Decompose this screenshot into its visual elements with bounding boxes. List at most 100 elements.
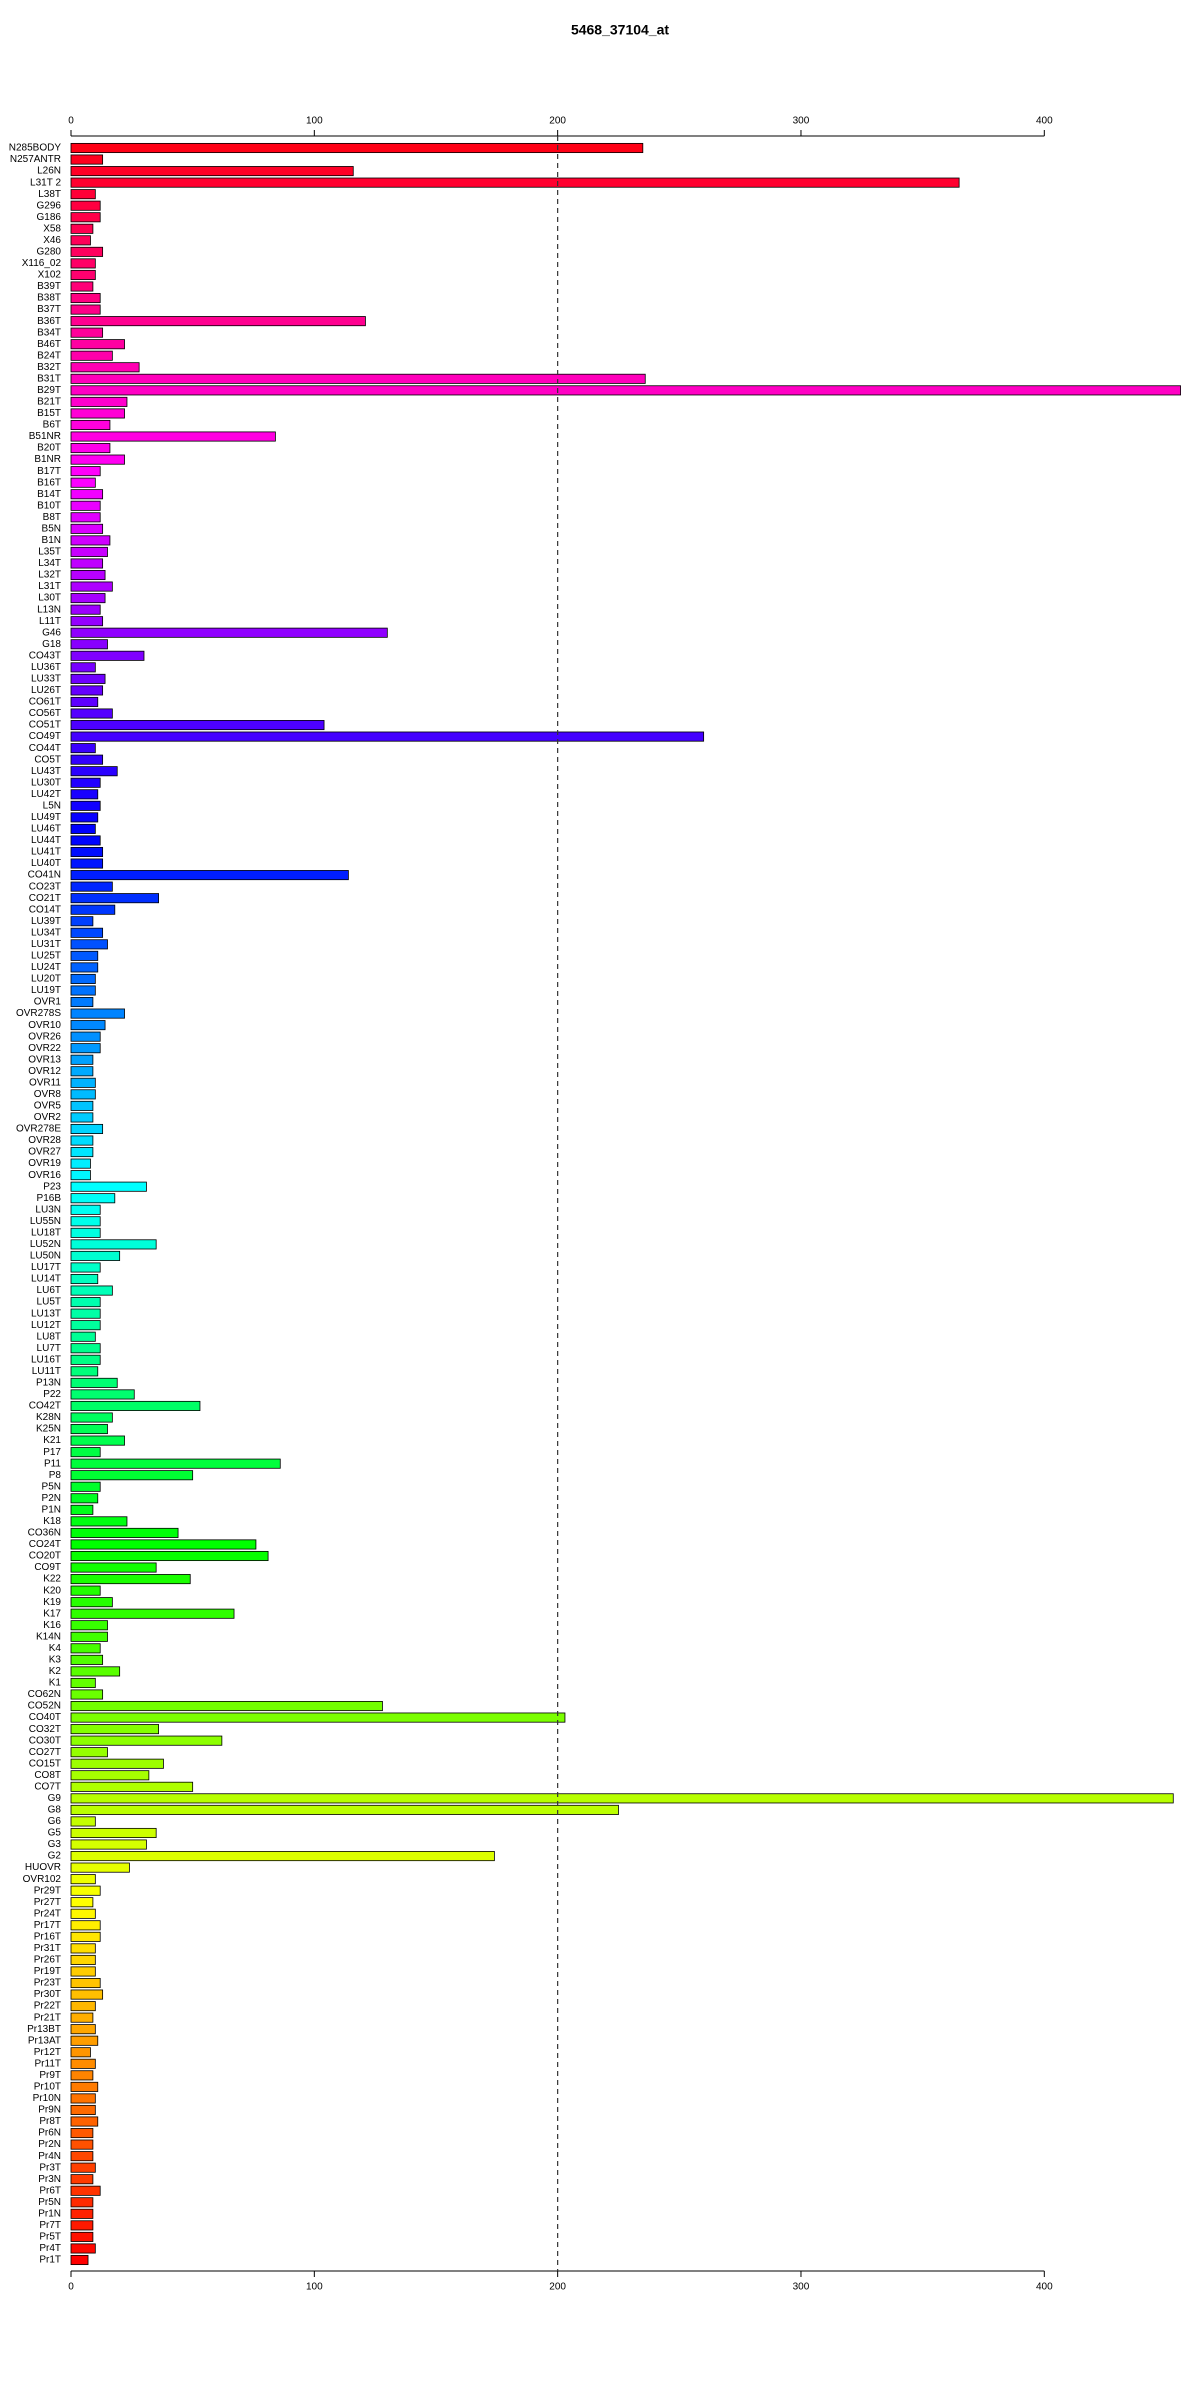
bar [70, 2024, 96, 2035]
y-tick-label: LU20T [31, 974, 61, 985]
bar [70, 1643, 101, 1654]
y-tick-label: Pr13AT [28, 2035, 61, 2046]
y-tick-label: CO32T [29, 1724, 61, 1735]
bar [70, 489, 104, 500]
y-tick-label: CO62N [28, 1689, 61, 1700]
bar [70, 293, 101, 304]
y-tick-label: G6 [48, 1816, 62, 1827]
bar [70, 1250, 121, 1261]
y-tick-label: B15T [37, 408, 61, 419]
y-tick-label: Pr10N [33, 2093, 61, 2104]
y-tick-label: B16T [37, 477, 61, 488]
y-tick-label: LU13T [31, 1308, 61, 1319]
y-tick-label: CO56T [29, 708, 61, 719]
y-tick-label: LU34T [31, 927, 61, 938]
x-tick-label: 400 [1036, 2282, 1053, 2293]
bar [70, 2243, 96, 2254]
bar [70, 2174, 94, 2185]
y-tick-label: Pr30T [34, 1989, 61, 2000]
bar [70, 754, 104, 765]
y-tick-label: LU24T [31, 962, 61, 973]
y-tick-label: G9 [48, 1793, 62, 1804]
bar [70, 2035, 99, 2046]
bar [70, 1123, 104, 1134]
bar [70, 523, 104, 534]
y-tick-label: L26N [37, 166, 61, 177]
y-tick-label: B31T [37, 373, 61, 384]
y-tick-label: K3 [49, 1655, 62, 1666]
y-tick-label: Pr26T [34, 1955, 61, 1966]
bar [70, 1354, 101, 1365]
y-tick-label: LU46T [31, 824, 61, 835]
y-tick-label: Pr31T [34, 1943, 61, 1954]
bar [70, 1054, 94, 1065]
bar [70, 281, 94, 292]
y-tick-label: OVR27 [28, 1147, 61, 1158]
bar [70, 708, 113, 719]
y-tick-label: CO27T [29, 1747, 61, 1758]
y-tick-label: Pr24T [34, 1908, 61, 1919]
y-tick-label: G296 [37, 200, 62, 211]
y-tick-label: CO23T [29, 881, 61, 892]
bar [70, 1978, 101, 1989]
bar [70, 881, 113, 892]
bar [70, 777, 101, 788]
x-tick-label: 200 [549, 116, 566, 127]
y-tick-label: Pr23T [34, 1978, 61, 1989]
y-tick-label: CO41N [28, 870, 61, 881]
bar [70, 1366, 99, 1377]
bar [70, 212, 101, 223]
y-tick-label: K20 [43, 1585, 61, 1596]
y-tick-label: LU25T [31, 951, 61, 962]
y-tick-label: B1NR [34, 454, 61, 465]
bar [70, 443, 111, 454]
y-tick-label: Pr5T [39, 2232, 61, 2243]
bar [70, 327, 104, 338]
bar [70, 1320, 101, 1331]
bar [70, 1920, 101, 1931]
y-tick-label: OVR19 [28, 1158, 61, 1169]
y-tick-label: Pr19T [34, 1966, 61, 1977]
y-tick-label: N285BODY [9, 143, 62, 154]
bar [70, 142, 644, 154]
y-tick-label: Pr6N [38, 2128, 61, 2139]
bar [70, 997, 94, 1008]
bar [70, 258, 96, 269]
bar [70, 570, 106, 581]
y-tick-label: K19 [43, 1597, 61, 1608]
bar [70, 2070, 94, 2081]
bar [70, 385, 1181, 396]
bar [70, 1885, 101, 1896]
bar [70, 985, 96, 996]
bar [70, 1308, 101, 1319]
bar [70, 1770, 150, 1781]
bar [70, 350, 113, 361]
bar [70, 1470, 194, 1481]
y-tick-label: LU50N [30, 1251, 61, 1262]
y-tick-label: K25N [36, 1424, 61, 1435]
bar [70, 546, 108, 557]
y-tick-label: B20T [37, 443, 61, 454]
bar [70, 927, 104, 938]
bar [70, 1908, 96, 1919]
y-tick-label: B32T [37, 362, 61, 373]
bar [70, 812, 99, 823]
y-tick-label: B21T [37, 397, 61, 408]
bar [70, 835, 101, 846]
bar [70, 627, 388, 638]
y-tick-label: G46 [42, 627, 61, 638]
bar [70, 2012, 94, 2023]
y-tick-label: G8 [48, 1805, 62, 1816]
y-tick-label: Pr27T [34, 1897, 61, 1908]
bar [70, 339, 125, 350]
y-tick-label: LU12T [31, 1320, 61, 1331]
y-tick-label: B10T [37, 500, 61, 511]
y-tick-label: CO52N [28, 1701, 61, 1712]
y-tick-label: G186 [37, 212, 62, 223]
y-tick-label: B24T [37, 350, 61, 361]
y-tick-label: B39T [37, 281, 61, 292]
y-tick-label: L31T [38, 581, 61, 592]
bar [70, 1458, 281, 1469]
y-tick-label: B6T [43, 420, 61, 431]
y-tick-label: LU19T [31, 985, 61, 996]
